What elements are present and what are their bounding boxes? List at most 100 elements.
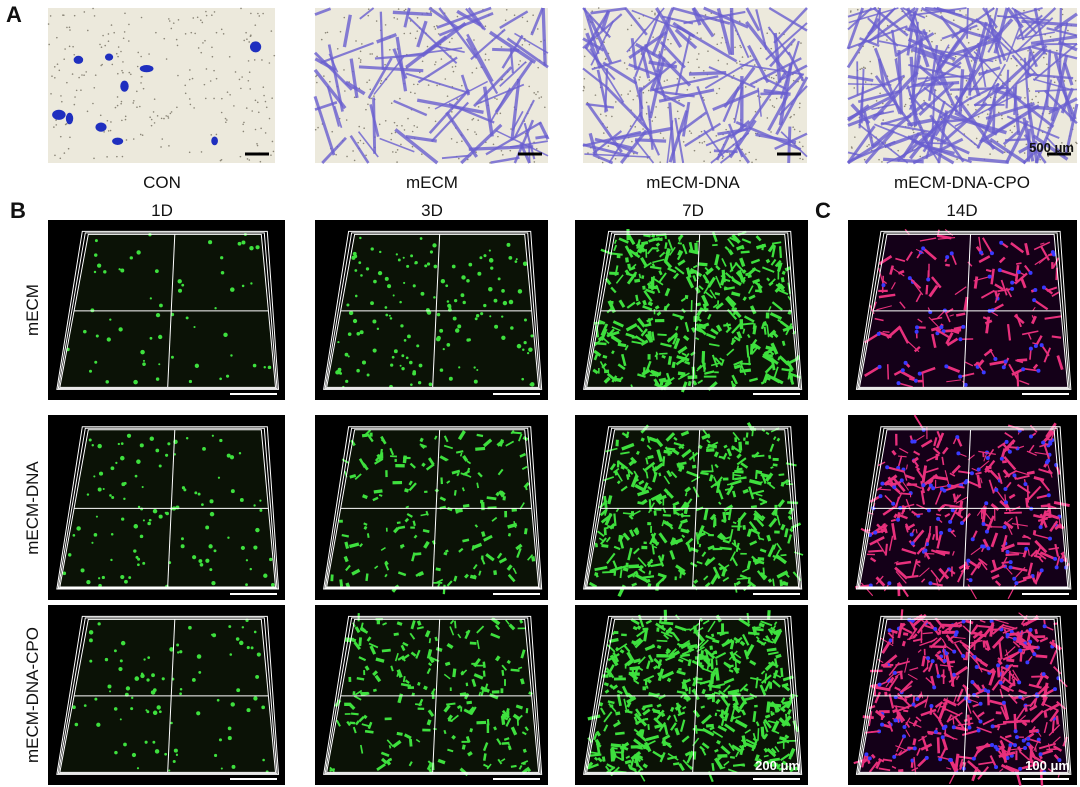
cell-strand	[1033, 476, 1045, 482]
cell-strand	[728, 691, 741, 697]
cell-strand	[681, 648, 695, 656]
cell-strand	[918, 567, 930, 578]
cell-network	[773, 7, 808, 44]
cell-strand	[912, 638, 923, 643]
cell-strand	[752, 711, 757, 723]
cell-strand	[502, 495, 506, 501]
cell-strand	[427, 662, 433, 667]
speck	[1070, 148, 1073, 150]
cell-strand	[416, 620, 422, 626]
speck	[200, 51, 203, 54]
cell-strand	[376, 763, 386, 771]
cell-strand	[658, 270, 663, 276]
speck	[48, 43, 50, 46]
cell	[393, 349, 398, 354]
cell-strand	[672, 632, 680, 642]
cell-strand	[778, 767, 784, 771]
cell-strand	[878, 293, 896, 299]
cell-strand	[447, 748, 454, 753]
cell-network	[434, 80, 489, 110]
cell-network	[513, 99, 535, 139]
cell	[170, 721, 173, 725]
cell	[255, 245, 260, 250]
cell-network	[937, 110, 948, 164]
speck	[226, 119, 228, 121]
cell-network	[344, 80, 366, 96]
cell	[220, 256, 224, 260]
cell-strand	[941, 736, 949, 751]
cell-strand	[701, 551, 707, 558]
speck	[741, 56, 744, 58]
cell-strand	[955, 494, 959, 500]
cell-strand	[637, 501, 644, 505]
cell	[433, 264, 438, 269]
speck	[140, 55, 142, 58]
cell-strand	[770, 466, 774, 470]
cell-strand	[875, 576, 886, 587]
cell-strand	[669, 550, 676, 560]
cell-strand	[679, 373, 686, 379]
cell-strand	[747, 267, 757, 276]
cell-strand	[988, 479, 995, 494]
cell-strand	[886, 325, 902, 340]
cell-strand	[862, 715, 874, 720]
cell	[209, 499, 214, 504]
cell-strand	[953, 493, 962, 503]
cell-strand	[729, 639, 735, 650]
cell-strand	[1034, 550, 1047, 560]
speck	[538, 97, 540, 99]
speck	[56, 36, 58, 39]
cell-strand	[594, 572, 599, 577]
speck	[271, 97, 273, 99]
nucleus	[956, 451, 961, 456]
cell-strand	[663, 633, 670, 640]
cell-network	[349, 134, 370, 164]
cell	[473, 379, 478, 384]
cell-strand	[756, 570, 766, 581]
cell-strand	[343, 555, 349, 563]
cell-strand	[1020, 614, 1028, 625]
cell-strand	[496, 552, 503, 559]
speck	[122, 71, 124, 74]
speck	[1000, 74, 1002, 76]
cell-strand	[774, 283, 784, 293]
cell-network	[541, 7, 547, 66]
cell-strand	[674, 325, 679, 331]
speck	[172, 22, 175, 24]
speck	[401, 124, 403, 127]
cell-strand	[787, 295, 792, 301]
cell-strand	[757, 728, 760, 741]
volume-frame	[584, 232, 801, 389]
speck	[220, 28, 223, 31]
cell-strand	[630, 456, 638, 464]
cell	[467, 338, 471, 342]
speck	[104, 44, 107, 47]
speck	[241, 76, 243, 78]
cell-strand	[784, 528, 789, 538]
speck	[229, 94, 231, 96]
cell-strand	[469, 728, 474, 733]
cell-strand	[760, 726, 765, 737]
speck	[175, 38, 178, 41]
nucleus	[881, 283, 886, 288]
cell-strand	[647, 561, 653, 564]
cell	[249, 567, 252, 571]
cell-network	[951, 33, 993, 67]
speck	[270, 30, 273, 32]
speck	[1046, 63, 1048, 66]
cell-strand	[527, 554, 534, 561]
cell-strand	[922, 247, 937, 261]
speck	[659, 161, 662, 163]
cell	[133, 379, 138, 385]
cell	[179, 650, 183, 654]
nucleus	[1038, 525, 1043, 530]
cell-strand	[1044, 512, 1050, 517]
cell	[103, 270, 107, 274]
speck	[271, 140, 274, 143]
cell-strand	[611, 746, 618, 750]
cell	[235, 637, 240, 641]
cell-strand	[663, 259, 673, 269]
speck	[696, 58, 698, 61]
volume-frame	[324, 427, 541, 589]
cell-strand	[978, 450, 996, 456]
